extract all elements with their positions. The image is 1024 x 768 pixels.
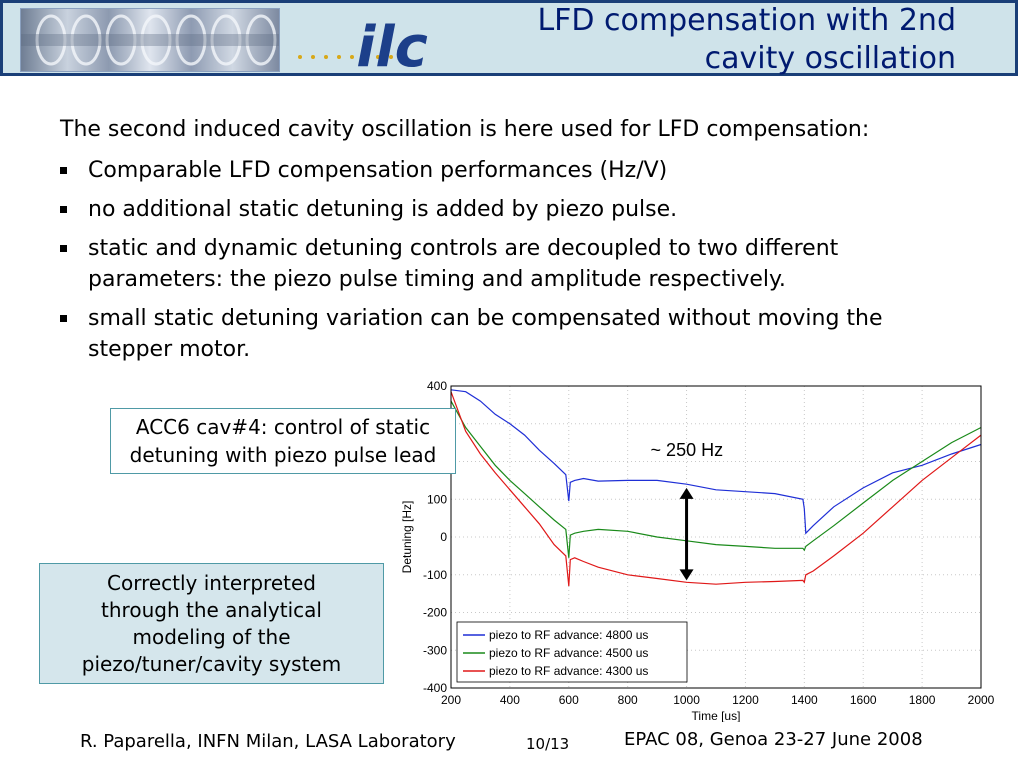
footer-conference: EPAC 08, Genoa 23-27 June 2008: [624, 729, 923, 750]
y-tick-label: -200: [423, 606, 447, 620]
x-tick-label: 2000: [968, 693, 995, 707]
series-line: [450, 400, 982, 558]
logo-dots: [298, 44, 402, 63]
header: ilc LFD compensation with 2nd cavity osc…: [0, 0, 1024, 82]
series-line: [450, 391, 982, 587]
cavity-photo: [20, 8, 280, 72]
callout-line: detuning with piezo pulse lead: [129, 443, 437, 467]
annotation-arrow-head-up: [679, 487, 694, 499]
bullet-item: Comparable LFD compensation performances…: [60, 155, 960, 186]
x-tick-label: 1000: [673, 693, 700, 707]
bullet-item: no additional static detuning is added b…: [60, 194, 960, 225]
bullet-square-icon: [60, 206, 67, 213]
y-axis-label: Detuning [Hz]: [400, 501, 414, 574]
x-tick-label: 600: [559, 693, 579, 707]
bullet-list: Comparable LFD compensation performances…: [60, 155, 960, 373]
bullet-square-icon: [60, 245, 67, 252]
bullet-text: no additional static detuning is added b…: [88, 197, 678, 222]
slide-title: LFD compensation with 2nd cavity oscilla…: [537, 3, 956, 76]
x-tick-label: 200: [441, 693, 461, 707]
bullet-square-icon: [60, 315, 67, 322]
callout-interpretation: Correctly interpreted through the analyt…: [39, 563, 384, 684]
callout-line: through the analytical: [101, 598, 322, 622]
annotation-label: ~ 250 Hz: [651, 440, 724, 460]
footer-author: R. Paparella, INFN Milan, LASA Laborator…: [80, 731, 456, 752]
callout-line: ACC6 cav#4: control of static: [135, 415, 431, 439]
x-tick-label: 1200: [732, 693, 759, 707]
legend-box: [456, 621, 688, 683]
ilc-logo: ilc: [356, 15, 428, 76]
y-tick-label: -400: [423, 681, 447, 695]
x-tick-label: 1400: [791, 693, 818, 707]
y-tick-label: 100: [427, 492, 447, 506]
callout-line: piezo/tuner/cavity system: [81, 652, 342, 676]
bullet-item: static and dynamic detuning controls are…: [60, 233, 960, 295]
bullet-text: Comparable LFD compensation performances…: [88, 158, 668, 183]
legend-label: piezo to RF advance: 4500 us: [489, 646, 648, 660]
bullet-square-icon: [60, 167, 67, 174]
y-tick-label: 400: [427, 379, 447, 393]
y-tick-label: -300: [423, 643, 447, 657]
plot-frame: [450, 385, 982, 689]
x-axis-label: Time [us]: [692, 709, 741, 722]
x-tick-label: 800: [618, 693, 638, 707]
ilc-logo-text: ilc: [356, 15, 428, 76]
bullet-text: small static detuning variation can be c…: [88, 306, 883, 362]
annotation-arrow-head-down: [679, 569, 694, 581]
callout-line: modeling of the: [132, 625, 291, 649]
legend-label: piezo to RF advance: 4300 us: [489, 664, 648, 678]
bullet-text: static and dynamic detuning controls are…: [88, 236, 839, 292]
legend-label: piezo to RF advance: 4800 us: [489, 628, 648, 642]
page-number: 10/13: [526, 735, 570, 753]
callout-acc6: ACC6 cav#4: control of static detuning w…: [110, 408, 456, 474]
y-tick-label: 0: [440, 530, 447, 544]
x-tick-label: 400: [500, 693, 520, 707]
y-tick-label: -100: [423, 568, 447, 582]
x-tick-label: 1600: [850, 693, 877, 707]
callout-line: Correctly interpreted: [107, 571, 316, 595]
intro-text: The second induced cavity oscillation is…: [60, 117, 870, 142]
bullet-item: small static detuning variation can be c…: [60, 303, 960, 365]
x-tick-label: 1800: [909, 693, 936, 707]
detuning-chart: 2004006008001000120014001600180020004003…: [400, 379, 995, 722]
series-line: [450, 389, 982, 535]
